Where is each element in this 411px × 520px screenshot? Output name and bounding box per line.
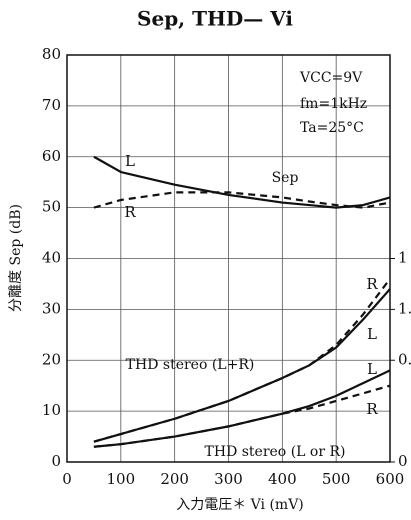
x-tick-label: 600 <box>376 470 405 488</box>
series-label: L <box>367 325 377 343</box>
series-line <box>93 369 391 448</box>
annotation: VCC=9V <box>299 70 363 86</box>
series-line <box>93 278 391 443</box>
annotation: THD stereo (L+R) <box>126 357 255 373</box>
y-tick-label: 60 <box>42 147 61 165</box>
y-tick-label: 0 <box>51 452 61 470</box>
y2-tick-label: 0 <box>398 452 408 470</box>
series-label: R <box>124 203 136 221</box>
series-label: R <box>366 400 378 418</box>
annotation: THD stereo (L or R) <box>205 444 346 460</box>
y2-tick-label: 1. <box>398 299 411 317</box>
series-label: R <box>366 275 378 293</box>
annotation: fm=1kHz <box>300 96 367 112</box>
y-axis-label: 分離度 Sep (dB) <box>7 204 24 312</box>
y-tick-label: 10 <box>42 401 61 419</box>
annotation: Sep <box>272 170 299 186</box>
plot-frame <box>66 54 391 463</box>
series-line <box>93 288 391 443</box>
y-tick-label: 50 <box>42 198 61 216</box>
annotation: Ta=25°C <box>300 120 364 136</box>
y-tick-label: 20 <box>42 350 61 368</box>
x-tick-label: 0 <box>62 470 72 488</box>
x-tick-label: 400 <box>268 470 297 488</box>
x-tick-label: 500 <box>322 470 351 488</box>
y2-tick-label: 0. <box>398 350 411 368</box>
chart-title: Sep, THD— Vi <box>137 7 293 31</box>
y-tick-label: 70 <box>42 96 61 114</box>
series-line <box>93 384 391 448</box>
y-tick-label: 40 <box>42 249 61 267</box>
series-line <box>93 191 391 209</box>
y2-tick-label: 1 <box>398 249 408 267</box>
y-tick-label: 30 <box>42 299 61 317</box>
series-label: L <box>367 360 377 378</box>
x-tick-label: 200 <box>160 470 189 488</box>
series-label: L <box>125 152 135 170</box>
x-tick-label: 300 <box>214 470 243 488</box>
y-tick-label: 80 <box>42 45 61 63</box>
x-axis-label: 入力電圧＊ Vi (mV) <box>176 497 304 513</box>
series-line <box>93 155 391 209</box>
x-tick-label: 100 <box>107 470 136 488</box>
